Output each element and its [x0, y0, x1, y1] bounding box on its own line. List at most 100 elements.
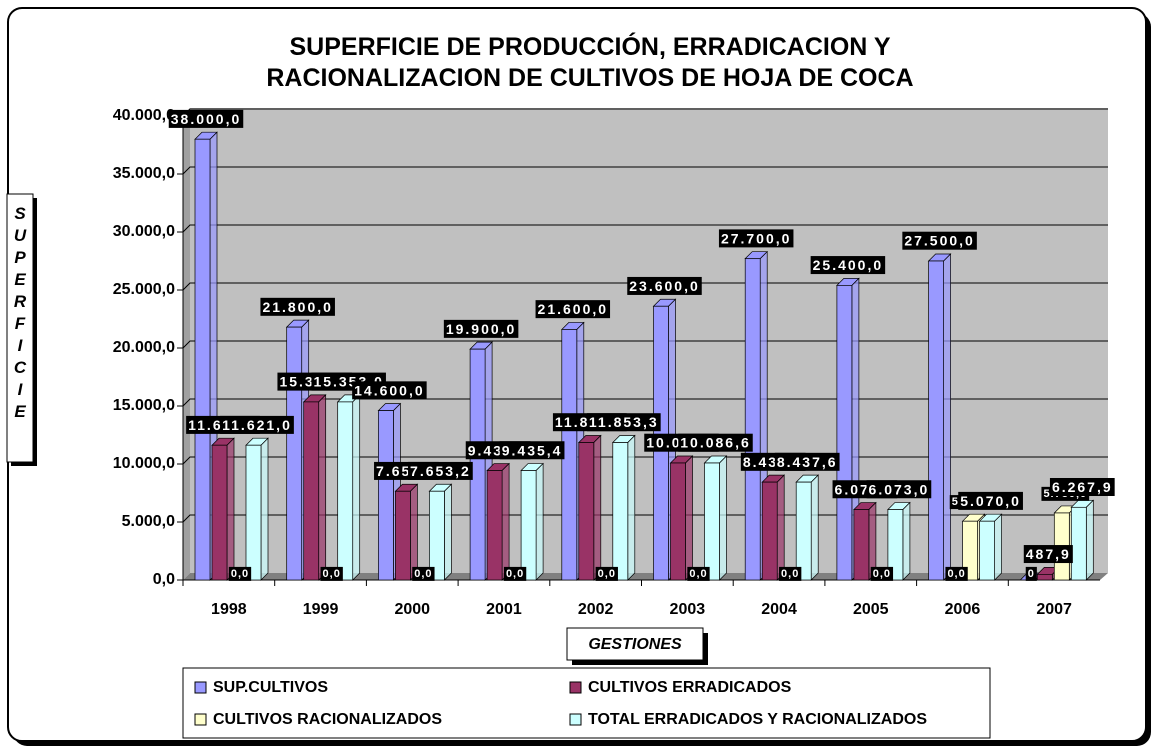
- bar-side: [352, 394, 361, 581]
- bar-side: [444, 483, 452, 581]
- data-label-bg: [408, 461, 473, 480]
- data-label: 11.853,3: [589, 414, 659, 430]
- data-label: 7.653,2: [410, 463, 471, 479]
- bar-side: [776, 474, 785, 581]
- x-tick-label: 2005: [853, 601, 889, 618]
- bar: [670, 462, 686, 581]
- y-tick-label: 25.000,0: [113, 281, 175, 298]
- bar-side: [410, 483, 418, 581]
- data-label: 27.700,0: [721, 230, 792, 246]
- bar-side: [685, 455, 693, 581]
- bar: [378, 410, 394, 581]
- data-label-bg: [499, 441, 565, 460]
- data-label: 0,0: [781, 568, 799, 580]
- grid-line: [182, 166, 1108, 175]
- x-tick-label: 1998: [211, 601, 247, 618]
- y-tick-label: 30.000,0: [113, 223, 175, 240]
- bar: [887, 509, 904, 581]
- data-label: 5.070,0: [960, 493, 1021, 509]
- data-label: 0,0: [598, 568, 616, 580]
- x-tick-label: 2007: [1036, 601, 1072, 618]
- bar: [744, 258, 761, 581]
- data-label-bg: [1049, 477, 1115, 496]
- data-label-bg: [810, 256, 886, 275]
- bar: [836, 285, 853, 581]
- bar-side: [260, 437, 269, 581]
- data-label: 6.267,9: [1052, 479, 1113, 495]
- legend-swatch: [569, 713, 582, 726]
- data-label: 0,0: [947, 568, 965, 580]
- bar: [520, 470, 537, 581]
- chart-title: SUPERFICIE DE PRODUCCIÓN, ERRADICACION Y…: [266, 33, 914, 92]
- bar: [1036, 573, 1053, 581]
- bar: [194, 138, 211, 581]
- bar: [286, 326, 303, 581]
- bar-side: [535, 462, 544, 581]
- y-label-box: [6, 193, 34, 463]
- data-label-bg: [352, 381, 427, 400]
- x-tick-label: 2003: [670, 601, 706, 618]
- bar-side: [226, 437, 235, 581]
- bar-side: [943, 253, 951, 581]
- data-label: 0,0: [873, 568, 891, 580]
- bar: [962, 520, 978, 581]
- data-label: 0,0: [231, 568, 249, 580]
- data-label: 6.073,0: [869, 481, 930, 497]
- grid-line: [182, 282, 1108, 291]
- data-label-bg: [958, 491, 1023, 510]
- legend-swatch: [194, 713, 207, 726]
- data-label-bg: [627, 276, 702, 295]
- data-label-bg: [774, 452, 840, 471]
- data-label-bg: [1025, 566, 1037, 581]
- data-label: 21.800,0: [262, 299, 333, 315]
- data-label-bg: [228, 566, 252, 581]
- data-label-bg: [168, 109, 244, 128]
- data-label: 11.621,0: [222, 417, 292, 433]
- legend-label: SUP.CULTIVOS: [213, 679, 328, 696]
- bar-side: [1085, 499, 1094, 581]
- y-tick-label: 40.000,0: [113, 107, 175, 124]
- data-label: 25.400,0: [813, 257, 884, 273]
- data-label: 0: [1028, 568, 1035, 580]
- grid-line: [182, 340, 1108, 349]
- bar-side: [994, 513, 1002, 581]
- data-label: 21.600,0: [538, 301, 609, 317]
- data-label: 10.086,6: [680, 435, 751, 451]
- x-tick-label: 2002: [578, 601, 614, 618]
- data-label-bg: [687, 566, 710, 581]
- y-tick-label: 10.000,0: [113, 455, 175, 472]
- data-label: 8.437,6: [777, 454, 838, 470]
- bar: [578, 442, 595, 581]
- data-label-bg: [503, 566, 527, 581]
- data-label-bg: [586, 413, 661, 432]
- data-label: 0,0: [414, 568, 432, 580]
- bar: [795, 481, 812, 581]
- bar: [761, 481, 778, 581]
- data-label-bg: [1023, 545, 1073, 564]
- bar: [1070, 506, 1087, 581]
- data-label-bg: [718, 229, 794, 248]
- data-label: 27.500,0: [904, 233, 975, 249]
- data-label: 487,9: [1026, 546, 1071, 562]
- bar: [979, 520, 995, 581]
- data-label-bg: [902, 231, 977, 250]
- legend-label: CULTIVOS RACIONALIZADOS: [213, 711, 442, 728]
- legend-box: [182, 667, 991, 739]
- x-tick-label: 2000: [394, 601, 430, 618]
- bar: [612, 442, 629, 581]
- bar: [211, 444, 228, 581]
- bar: [245, 444, 262, 581]
- data-label-bg: [779, 566, 802, 581]
- y-tick-label: 35.000,0: [113, 165, 175, 182]
- legend-swatch: [569, 681, 582, 694]
- data-label-bg: [412, 566, 435, 581]
- bar: [486, 470, 503, 581]
- bar-side: [627, 434, 636, 581]
- bar: [429, 490, 445, 581]
- data-label-bg: [443, 319, 519, 338]
- y-tick-label: 15.000,0: [113, 397, 175, 414]
- data-label: 38.000,0: [171, 111, 242, 127]
- bar-side: [501, 462, 510, 581]
- data-label: 19.900,0: [446, 321, 517, 337]
- data-label-bg: [870, 566, 894, 581]
